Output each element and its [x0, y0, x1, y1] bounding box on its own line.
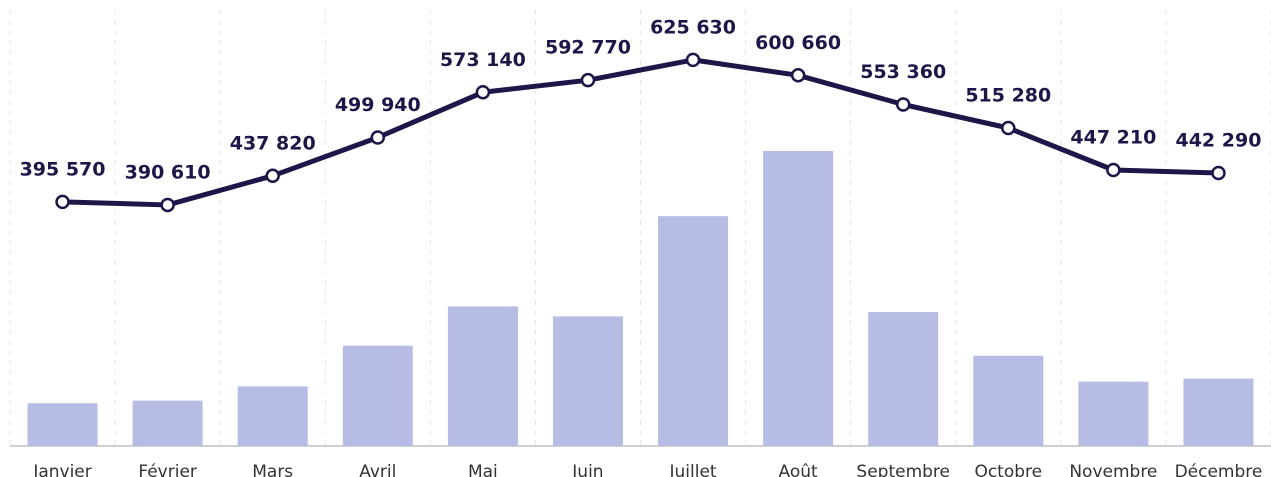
line [62, 57, 1219, 208]
bar [27, 403, 98, 446]
x-tick-label: Juillet [668, 462, 716, 477]
x-tick-label: Juin [571, 462, 603, 477]
point [1001, 120, 1016, 136]
point [55, 194, 70, 210]
x-tick-label: Mars [252, 462, 293, 477]
point [580, 72, 596, 88]
point [790, 68, 806, 83]
value-label: 573 140 [440, 49, 526, 71]
bar [132, 400, 203, 446]
x-tick-label: Mai [468, 462, 498, 477]
point [1106, 162, 1121, 178]
value-label: 499 940 [335, 94, 421, 116]
point [685, 52, 701, 68]
value-label: 625 630 [650, 16, 736, 38]
point [895, 97, 911, 112]
bar [447, 306, 518, 446]
value-label: 515 280 [965, 84, 1051, 106]
value-label: 442 290 [1175, 130, 1261, 152]
value-label: 390 610 [125, 161, 211, 183]
x-tick-label: Avril [359, 462, 396, 477]
bar [1183, 378, 1254, 446]
value-label: 592 770 [545, 37, 631, 59]
x-tick-label: Septembre [856, 462, 950, 477]
bar [237, 386, 308, 446]
x-tick-label: Octobre [974, 462, 1042, 477]
bar [763, 150, 834, 446]
point [1211, 165, 1226, 181]
bar [973, 355, 1044, 446]
bar [342, 345, 413, 446]
x-tick-label: Janvier [32, 462, 91, 477]
x-tick-label: Août [779, 462, 819, 477]
x-tick-label: Décembre [1175, 462, 1263, 477]
value-label: 600 660 [755, 32, 841, 54]
bar [552, 316, 623, 446]
x-tick-label: Novembre [1069, 462, 1157, 477]
bar [1078, 381, 1149, 446]
bar [658, 216, 729, 446]
value-label: 447 210 [1070, 127, 1156, 149]
point [475, 85, 491, 100]
point [265, 168, 280, 184]
value-label: 395 570 [20, 158, 106, 180]
point [160, 197, 175, 213]
value-label: 553 360 [860, 61, 946, 83]
bar [868, 312, 939, 446]
point [370, 130, 386, 145]
value-label: 437 820 [230, 132, 316, 154]
x-tick-label: Février [138, 462, 197, 477]
